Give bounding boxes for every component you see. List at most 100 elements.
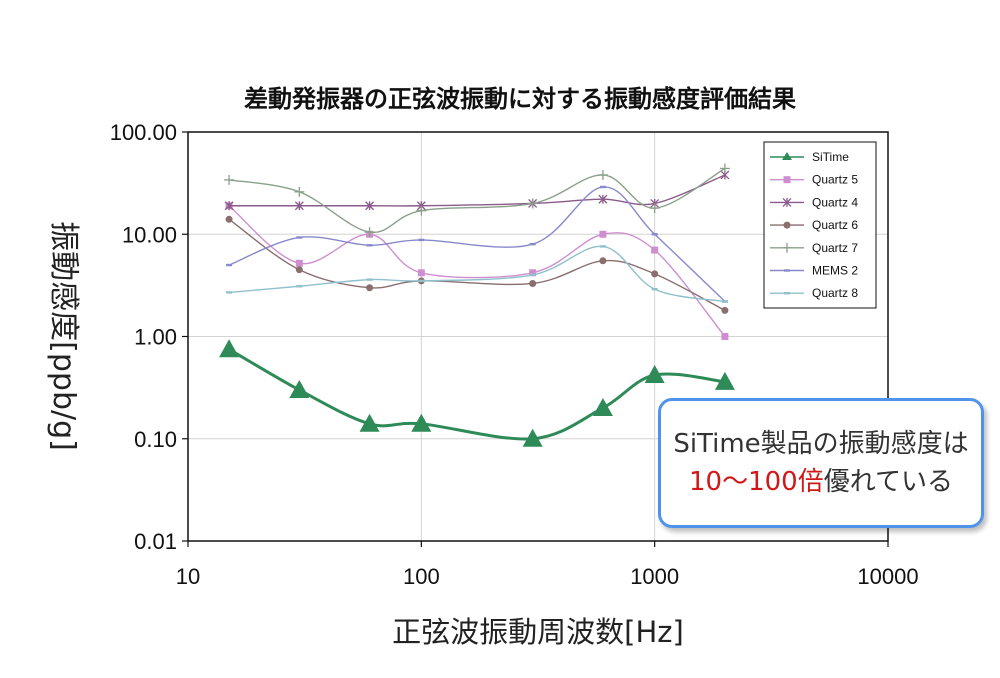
callout-box: SiTime製品の振動感度は 10〜100倍優れている (658, 398, 984, 528)
x-axis-label: 正弦波振動周波数[Hz] (392, 615, 684, 649)
legend-marker (783, 176, 791, 184)
callout-highlight: 10〜100倍 (689, 467, 824, 497)
legend-marker (782, 197, 792, 207)
data-point-quartz-8 (226, 291, 233, 294)
data-point-quartz-6 (366, 284, 374, 292)
x-tick-label: 100 (403, 564, 440, 589)
legend-marker (783, 221, 791, 229)
y-axis-label: 振動感度[ppb/g] (46, 221, 81, 451)
legend-item-mems-2: MEMS 2 (770, 264, 858, 278)
series-line-quartz-6 (228, 218, 726, 312)
legend: SiTime Quartz 5 Quartz 4 Quartz 6 Quartz 7 ME… (763, 141, 877, 309)
legend-label: Quartz 8 (812, 286, 858, 300)
series-quartz-6 (225, 215, 729, 314)
y-tick-label: 1.00 (134, 325, 177, 350)
y-tick-label: 0.01 (134, 529, 177, 554)
legend-item-quartz-5: Quartz 5 (770, 173, 858, 187)
legend-item-quartz-8: Quartz 8 (770, 286, 858, 300)
data-point-quartz-7 (527, 198, 538, 209)
data-point-quartz-8 (651, 288, 658, 291)
x-tick-label: 10 (176, 564, 200, 589)
legend-label: Quartz 6 (812, 218, 858, 232)
data-point-quartz-8 (599, 245, 606, 248)
legend-item-sitime: SiTime (770, 150, 849, 164)
data-point-sitime (644, 365, 665, 384)
data-point-mems-2 (599, 185, 606, 189)
legend-label: Quartz 4 (812, 195, 858, 209)
data-point-mems-2 (651, 233, 658, 236)
series-line-mems-2 (228, 186, 726, 302)
series-quartz-7 (224, 163, 730, 238)
callout-rest: 優れている (823, 467, 953, 497)
legend-item-quartz-6: Quartz 6 (770, 218, 858, 232)
data-point-quartz-8 (366, 278, 373, 281)
callout-line-2: 10〜100倍優れている (689, 463, 953, 501)
x-tick-labels: 10 100 1000 10000 (176, 541, 919, 589)
data-point-mems-2 (366, 244, 373, 247)
data-point-quartz-8 (529, 273, 536, 277)
data-point-quartz-7 (294, 186, 305, 197)
data-point-sitime (289, 379, 310, 398)
data-point-quartz-7 (649, 203, 660, 214)
data-point-quartz-7 (719, 163, 730, 174)
data-point-quartz-7 (597, 169, 608, 180)
data-point-quartz-4 (365, 201, 375, 211)
data-point-mems-2 (418, 238, 425, 242)
data-point-quartz-5 (599, 230, 607, 238)
data-point-mems-2 (296, 236, 303, 239)
data-point-quartz-7 (416, 205, 427, 216)
data-point-sitime (359, 413, 380, 432)
data-point-quartz-5 (417, 269, 425, 277)
data-point-quartz-4 (294, 201, 304, 211)
data-point-mems-2 (226, 263, 233, 267)
legend-label: Quartz 5 (812, 173, 858, 187)
data-point-quartz-5 (295, 259, 303, 267)
data-point-quartz-8 (296, 285, 303, 288)
legend-marker (782, 152, 792, 160)
legend-item-quartz-4: Quartz 4 (770, 195, 858, 209)
series-line-quartz-4 (229, 174, 726, 207)
data-point-mems-2 (529, 242, 536, 246)
x-tick-label: 1000 (630, 564, 679, 589)
data-point-quartz-6 (529, 279, 537, 287)
y-tick-labels: 0.01 0.10 1.00 10.00 100.00 (110, 120, 188, 554)
data-point-sitime (522, 428, 543, 447)
series-quartz-8 (226, 245, 728, 303)
series-sitime (219, 339, 735, 447)
data-point-quartz-6 (651, 270, 659, 278)
series-layer (219, 163, 735, 447)
data-point-quartz-7 (224, 174, 235, 185)
legend-label: MEMS 2 (812, 264, 858, 278)
data-point-quartz-7 (364, 227, 375, 238)
series-line-quartz-8 (229, 245, 726, 303)
callout-line-1: SiTime製品の振動感度は (673, 429, 969, 459)
data-point-quartz-5 (721, 333, 729, 340)
data-point-quartz-5 (651, 246, 659, 254)
y-tick-label: 0.10 (134, 427, 177, 452)
legend-marker (784, 292, 790, 295)
data-point-quartz-6 (599, 257, 607, 265)
data-point-sitime (592, 397, 613, 416)
data-point-quartz-6 (225, 215, 233, 223)
series-quartz-4 (224, 170, 730, 211)
series-line-quartz-7 (228, 167, 726, 234)
data-point-sitime (411, 413, 432, 432)
legend-marker (782, 242, 792, 253)
data-point-quartz-8 (418, 279, 425, 283)
data-point-quartz-6 (295, 266, 303, 274)
legend-item-quartz-7: Quartz 7 (770, 241, 858, 255)
data-point-quartz-4 (598, 194, 608, 204)
x-tick-label: 10000 (857, 564, 918, 589)
data-point-quartz-4 (224, 201, 234, 211)
legend-label: Quartz 7 (812, 241, 858, 255)
data-point-quartz-8 (721, 300, 728, 303)
legend-label: SiTime (812, 150, 849, 164)
chart-title: 差動発振器の正弦波振動に対する振動感度評価結果 (244, 85, 796, 113)
y-tick-label: 10.00 (122, 222, 177, 247)
data-point-sitime (714, 371, 735, 390)
data-point-quartz-5 (529, 269, 537, 277)
data-point-sitime (219, 339, 240, 358)
legend-marker (784, 269, 790, 272)
data-point-quartz-6 (721, 306, 729, 314)
